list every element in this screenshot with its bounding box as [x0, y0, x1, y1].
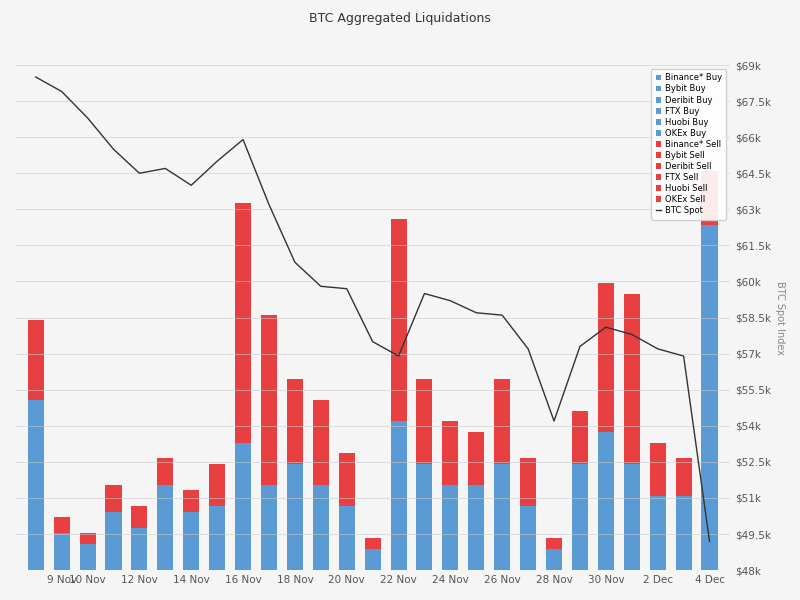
Bar	[572, 410, 588, 464]
Bar	[54, 533, 70, 570]
Bar	[520, 506, 536, 570]
Bar	[338, 453, 354, 506]
Bar	[390, 421, 406, 570]
Bar	[158, 458, 174, 485]
Bar	[598, 432, 614, 570]
Bar	[106, 512, 122, 570]
Bar	[702, 172, 718, 224]
Bar	[79, 533, 95, 544]
Bar	[183, 490, 199, 512]
Bar	[235, 443, 251, 570]
Bar	[183, 512, 199, 570]
Bar	[28, 320, 44, 400]
Bar	[494, 379, 510, 464]
Bar	[209, 464, 225, 506]
Legend: Binance* Buy, Bybit Buy, Deribit Buy, FTX Buy, Huobi Buy, OKEx Buy, Binance* Sel: Binance* Buy, Bybit Buy, Deribit Buy, FT…	[651, 69, 726, 220]
Bar	[365, 549, 381, 570]
Bar	[546, 549, 562, 570]
Bar	[468, 432, 484, 485]
Bar	[417, 464, 433, 570]
Bar	[313, 485, 329, 570]
Bar	[442, 485, 458, 570]
Bar	[79, 544, 95, 570]
Bar	[494, 464, 510, 570]
Bar	[520, 458, 536, 506]
Y-axis label: BTC Spot Index: BTC Spot Index	[775, 281, 785, 355]
Bar	[702, 224, 718, 570]
Bar	[287, 379, 303, 464]
Bar	[624, 293, 640, 464]
Bar	[54, 517, 70, 533]
Bar	[235, 203, 251, 443]
Bar	[598, 283, 614, 432]
Bar	[131, 527, 147, 570]
Bar	[390, 219, 406, 421]
Bar	[209, 506, 225, 570]
Bar	[261, 315, 277, 485]
Bar	[442, 421, 458, 485]
Bar	[650, 496, 666, 570]
Bar	[28, 400, 44, 570]
Bar	[624, 464, 640, 570]
Bar	[365, 538, 381, 549]
Bar	[468, 485, 484, 570]
Bar	[417, 379, 433, 464]
Bar	[106, 485, 122, 512]
Bar	[675, 458, 692, 496]
Bar	[338, 506, 354, 570]
Bar	[313, 400, 329, 485]
Bar	[131, 506, 147, 527]
Bar	[546, 538, 562, 549]
Bar	[675, 496, 692, 570]
Bar	[650, 443, 666, 496]
Bar	[158, 485, 174, 570]
Text: BTC Aggregated Liquidations: BTC Aggregated Liquidations	[309, 12, 491, 25]
Bar	[261, 485, 277, 570]
Bar	[572, 464, 588, 570]
Bar	[287, 464, 303, 570]
